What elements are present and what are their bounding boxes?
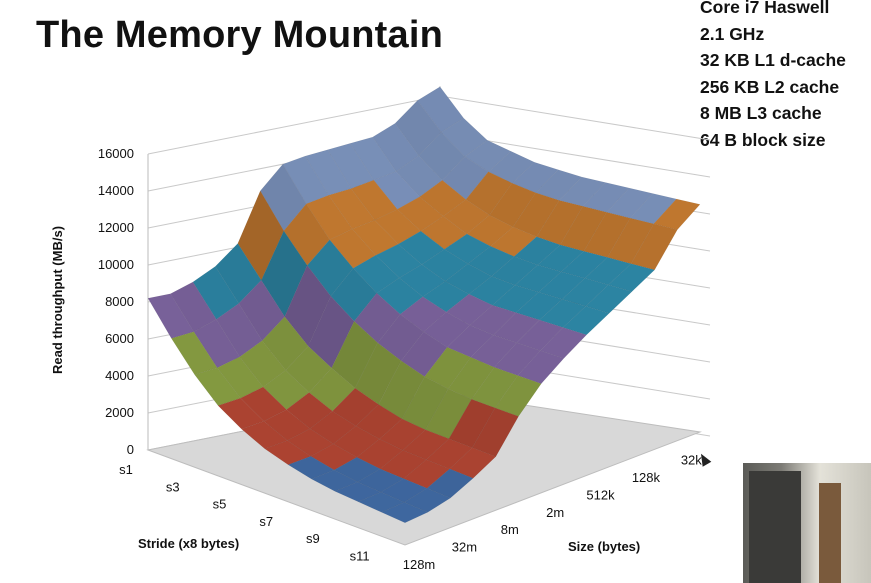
- surface-cell: [426, 468, 474, 499]
- z-tick-label: 8000: [105, 294, 134, 309]
- speaker-video-thumbnail: [743, 463, 871, 583]
- spec-l2: 256 KB L2 cache: [700, 76, 840, 97]
- surface-cell: [539, 327, 587, 359]
- slide-title: The Memory Mountain: [36, 14, 444, 56]
- spec-clock: 2.1 GHz: [700, 23, 765, 44]
- surface-cell: [449, 447, 497, 479]
- size-tick-label: 8m: [501, 522, 519, 537]
- z-tick-label: 16000: [98, 146, 134, 161]
- size-axis-title: Size (bytes): [568, 539, 640, 554]
- stride-axis-title: Stride (x8 bytes): [138, 536, 239, 551]
- surface-cell: [653, 198, 701, 231]
- z-tick-label: 0: [127, 442, 134, 457]
- stride-tick-label: s1: [119, 462, 133, 477]
- stride-tick-label: s11: [350, 548, 370, 563]
- size-tick-label: 32k: [681, 453, 702, 468]
- spec-l3: 8 MB L3 cache: [700, 103, 822, 124]
- surface-cell: [562, 305, 610, 336]
- chart-ticks: 0 2000 4000 6000 8000 10000 12000 14000 16000 s1 s…: [98, 146, 702, 572]
- surface-cell: [585, 284, 633, 314]
- z-tick-label: 10000: [98, 257, 134, 272]
- video-wall: [749, 471, 801, 583]
- y-axis-title: Read throughput (MB/s): [50, 226, 65, 374]
- spec-block: 64 B block size: [700, 129, 826, 150]
- size-tick-label: 128m: [403, 557, 436, 572]
- size-tick-label: 2m: [546, 505, 564, 520]
- surface-cell: [380, 501, 429, 524]
- z-tick-label: 2000: [105, 405, 134, 420]
- stride-tick-label: s3: [166, 479, 180, 494]
- cpu-specs: Core i7 Haswell 2.1 GHz 32 KB L1 d-cache…: [700, 0, 846, 154]
- size-tick-label: 128k: [632, 470, 661, 485]
- spec-cpu: Core i7 Haswell: [700, 0, 830, 17]
- stride-tick-label: s7: [259, 514, 273, 529]
- z-tick-label: 6000: [105, 331, 134, 346]
- spec-l1: 32 KB L1 d-cache: [700, 50, 846, 71]
- surface-cell: [494, 375, 542, 417]
- surface-plot: [147, 86, 701, 524]
- z-tick-label: 4000: [105, 368, 134, 383]
- z-tick-label: 12000: [98, 220, 134, 235]
- surface-cell: [517, 350, 565, 384]
- z-tick-label: 14000: [98, 183, 134, 198]
- stride-tick-label: s5: [213, 497, 227, 512]
- surface-cell: [403, 488, 451, 513]
- size-tick-label: 32m: [452, 540, 477, 555]
- video-door: [819, 483, 841, 583]
- size-tick-label: 512k: [586, 487, 615, 502]
- stride-tick-label: s9: [306, 531, 320, 546]
